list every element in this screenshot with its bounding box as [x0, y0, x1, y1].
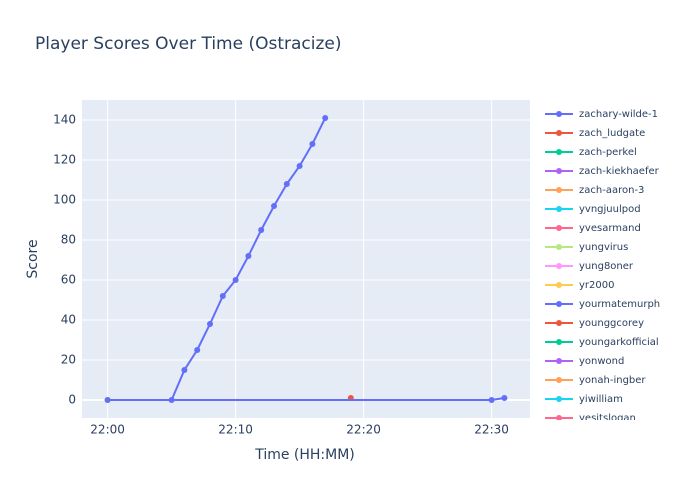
legend-marker [556, 301, 562, 307]
data-point [194, 347, 201, 353]
legend-marker [556, 244, 562, 250]
y-tick-label: 120 [53, 153, 76, 167]
data-point [283, 181, 290, 187]
legend-label: youngarkofficial [579, 337, 659, 348]
legend-marker [556, 358, 562, 364]
legend-item[interactable]: yr2000 [545, 280, 614, 291]
legend-item[interactable]: yiwilliam [545, 394, 623, 405]
legend-marker [556, 377, 562, 383]
legend-marker [556, 339, 562, 345]
y-tick-label: 20 [61, 353, 76, 367]
legend-item[interactable]: younggcorey [545, 318, 644, 329]
y-tick-label: 60 [61, 273, 76, 287]
x-tick-label: 22:20 [346, 423, 381, 437]
legend-item[interactable]: zach-aaron-3 [545, 185, 644, 196]
x-tick-label: 22:00 [90, 423, 125, 437]
data-point [219, 293, 226, 299]
legend-label: younggcorey [579, 318, 644, 329]
legend-label: zach-aaron-3 [579, 185, 644, 196]
legend-marker [556, 263, 562, 269]
legend-item[interactable]: zach_ludgate [545, 128, 645, 139]
data-point [501, 395, 508, 401]
legend-marker [556, 396, 562, 402]
legend-marker [556, 149, 562, 155]
chart-title: Player Scores Over Time (Ostracize) [35, 34, 342, 54]
data-point [104, 397, 111, 403]
data-point [296, 163, 303, 169]
plot-area [82, 100, 530, 418]
y-tick-label: 80 [61, 233, 76, 247]
data-point [245, 253, 252, 259]
legend-marker [556, 225, 562, 231]
data-point [271, 203, 277, 209]
x-tick-label: 22:30 [474, 423, 509, 437]
legend-label: yonah-ingber [579, 375, 646, 386]
data-point [322, 115, 329, 121]
legend-label: zach-kiekhaefer [579, 166, 660, 177]
legend-item[interactable]: yung8oner [545, 261, 634, 272]
legend-label: yourmatemurph [579, 299, 660, 310]
legend-item[interactable]: yvesarmand [545, 223, 641, 234]
legend-marker [556, 415, 562, 420]
legend-label: yvesarmand [579, 223, 641, 234]
y-tick-label: 100 [53, 193, 76, 207]
y-tick-label: 140 [53, 113, 76, 127]
legend-item[interactable]: yungvirus [545, 242, 628, 253]
legend-label: yvngjuulpod [579, 204, 641, 215]
y-axis-title: Score [25, 239, 41, 278]
legend-item[interactable]: yvngjuulpod [545, 204, 641, 215]
data-point [309, 141, 316, 147]
legend-item[interactable]: youngarkofficial [545, 337, 659, 348]
legend-item[interactable]: zach-kiekhaefer [545, 166, 660, 177]
legend-label: yiwilliam [579, 394, 623, 405]
data-point [488, 397, 495, 403]
legend-label: zach_ludgate [579, 128, 645, 139]
legend-item[interactable]: yourmatemurph [545, 299, 660, 310]
legend-label: yung8oner [579, 261, 634, 272]
y-tick-label: 0 [68, 393, 76, 407]
legend-item[interactable]: zachary-wilde-1 [545, 109, 658, 120]
legend-marker [556, 111, 562, 117]
legend-item[interactable]: yonah-ingber [545, 375, 646, 386]
legend-marker [556, 130, 562, 136]
legend-marker [556, 320, 562, 326]
data-point [181, 367, 188, 373]
legend-item[interactable]: zach-perkel [545, 147, 637, 158]
legend-label: yesitslogan [579, 413, 636, 424]
x-axis-title: Time (HH:MM) [254, 447, 355, 463]
data-point [258, 227, 265, 233]
legend-marker [556, 282, 562, 288]
x-tick-label: 22:10 [218, 423, 253, 437]
legend-label: zachary-wilde-1 [579, 109, 658, 120]
legend-label: yungvirus [579, 242, 628, 253]
legend-label: zach-perkel [579, 147, 637, 158]
y-tick-label: 40 [61, 313, 76, 327]
data-point [207, 321, 213, 327]
data-point [232, 277, 239, 283]
legend-marker [556, 187, 562, 193]
legend-item[interactable]: yesitslogan [545, 413, 636, 424]
legend-item[interactable]: yonwond [545, 356, 624, 367]
legend-marker [556, 168, 562, 174]
legend-label: yonwond [579, 356, 624, 367]
legend-label: yr2000 [579, 280, 614, 291]
legend-marker [556, 206, 562, 212]
